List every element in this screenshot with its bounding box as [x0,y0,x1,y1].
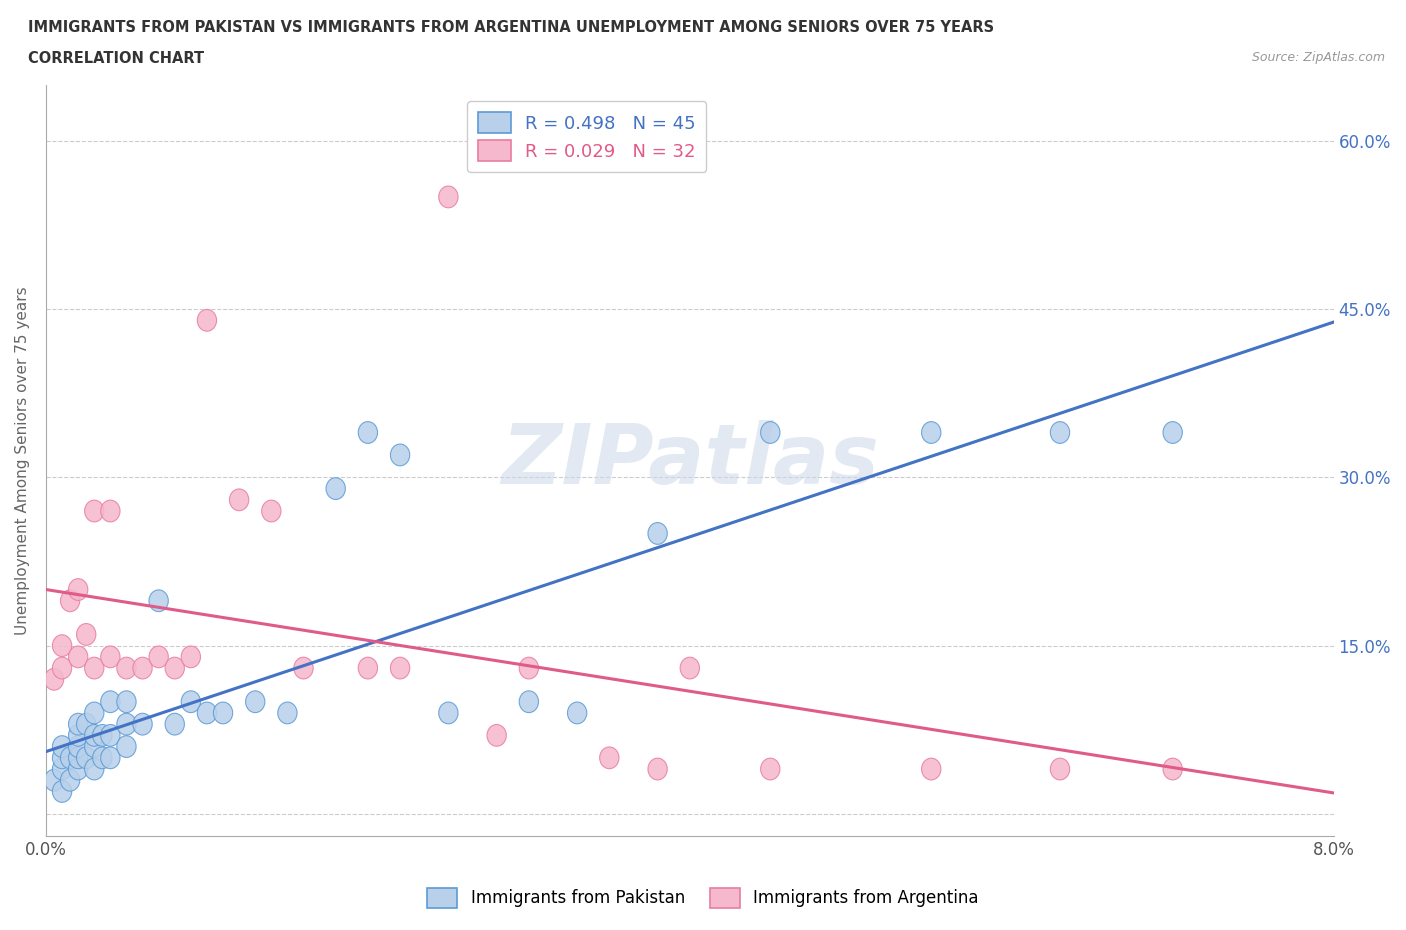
Legend: Immigrants from Pakistan, Immigrants from Argentina: Immigrants from Pakistan, Immigrants fro… [420,882,986,914]
Ellipse shape [246,691,264,712]
Ellipse shape [197,702,217,724]
Ellipse shape [84,500,104,522]
Ellipse shape [101,724,120,746]
Ellipse shape [60,769,80,791]
Ellipse shape [52,747,72,769]
Ellipse shape [600,747,619,769]
Ellipse shape [181,646,201,668]
Ellipse shape [101,646,120,668]
Ellipse shape [681,658,699,679]
Ellipse shape [391,658,409,679]
Ellipse shape [76,713,96,735]
Ellipse shape [648,523,668,544]
Ellipse shape [69,713,87,735]
Ellipse shape [165,713,184,735]
Ellipse shape [84,724,104,746]
Ellipse shape [278,702,297,724]
Ellipse shape [568,702,586,724]
Ellipse shape [761,758,780,780]
Ellipse shape [69,747,87,769]
Ellipse shape [519,658,538,679]
Ellipse shape [84,702,104,724]
Ellipse shape [93,724,112,746]
Ellipse shape [921,758,941,780]
Ellipse shape [60,590,80,612]
Ellipse shape [197,310,217,331]
Ellipse shape [391,444,409,466]
Ellipse shape [229,489,249,511]
Ellipse shape [149,646,169,668]
Ellipse shape [76,623,96,645]
Ellipse shape [69,646,87,668]
Ellipse shape [326,478,346,499]
Ellipse shape [52,758,72,780]
Ellipse shape [149,590,169,612]
Text: ZIPatlas: ZIPatlas [501,420,879,501]
Ellipse shape [439,702,458,724]
Ellipse shape [486,724,506,746]
Ellipse shape [519,691,538,712]
Ellipse shape [52,658,72,679]
Ellipse shape [93,747,112,769]
Ellipse shape [921,421,941,444]
Ellipse shape [648,758,668,780]
Ellipse shape [84,758,104,780]
Ellipse shape [84,658,104,679]
Ellipse shape [262,500,281,522]
Ellipse shape [359,658,378,679]
Ellipse shape [69,758,87,780]
Ellipse shape [1050,421,1070,444]
Legend: R = 0.498   N = 45, R = 0.029   N = 32: R = 0.498 N = 45, R = 0.029 N = 32 [467,101,706,172]
Ellipse shape [1163,421,1182,444]
Text: IMMIGRANTS FROM PAKISTAN VS IMMIGRANTS FROM ARGENTINA UNEMPLOYMENT AMONG SENIORS: IMMIGRANTS FROM PAKISTAN VS IMMIGRANTS F… [28,20,994,35]
Ellipse shape [117,658,136,679]
Ellipse shape [84,736,104,757]
Ellipse shape [52,780,72,803]
Ellipse shape [69,724,87,746]
Ellipse shape [181,691,201,712]
Ellipse shape [117,713,136,735]
Ellipse shape [117,736,136,757]
Ellipse shape [101,747,120,769]
Ellipse shape [45,669,63,690]
Ellipse shape [76,747,96,769]
Ellipse shape [45,769,63,791]
Text: CORRELATION CHART: CORRELATION CHART [28,51,204,66]
Ellipse shape [117,691,136,712]
Ellipse shape [294,658,314,679]
Ellipse shape [60,747,80,769]
Ellipse shape [69,578,87,601]
Ellipse shape [359,421,378,444]
Ellipse shape [134,713,152,735]
Ellipse shape [165,658,184,679]
Ellipse shape [1163,758,1182,780]
Ellipse shape [52,736,72,757]
Y-axis label: Unemployment Among Seniors over 75 years: Unemployment Among Seniors over 75 years [15,286,30,635]
Ellipse shape [1050,758,1070,780]
Ellipse shape [101,691,120,712]
Ellipse shape [52,635,72,657]
Ellipse shape [69,736,87,757]
Ellipse shape [761,421,780,444]
Text: Source: ZipAtlas.com: Source: ZipAtlas.com [1251,51,1385,64]
Ellipse shape [134,658,152,679]
Ellipse shape [439,186,458,207]
Ellipse shape [214,702,232,724]
Ellipse shape [101,500,120,522]
